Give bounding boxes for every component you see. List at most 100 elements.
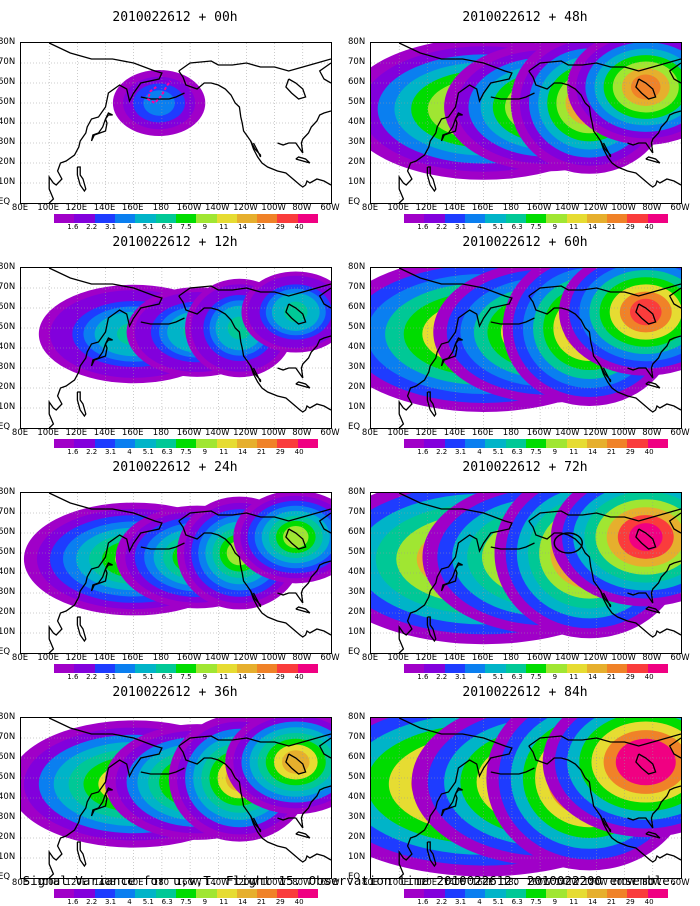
coastline: [277, 560, 331, 604]
colorbar-level-label: 5.1: [142, 448, 154, 456]
longitude-tick-label: 140E: [443, 428, 466, 438]
colorbar-level-label: 4: [127, 448, 132, 456]
colorbar-level-label: 11: [219, 448, 229, 456]
colorbar-swatch: [74, 214, 95, 223]
colorbar-swatch: [277, 214, 298, 223]
colorbar-swatch: [236, 664, 258, 673]
colorbar-swatch: [155, 889, 176, 898]
colorbar-level-label: 3.1: [104, 898, 117, 906]
longitude-tick-label: 80W: [642, 428, 662, 438]
longitude-tick-label: 120W: [583, 428, 608, 438]
colorbar-swatch: [404, 664, 425, 673]
colorbar-swatch: [485, 214, 506, 223]
latitude-tick-label: 70N: [0, 732, 16, 742]
colorbar-level-label: 14: [238, 673, 248, 681]
longitude-tick-label: 120E: [65, 878, 88, 888]
longitude-tick-label: 140E: [93, 653, 116, 663]
longitude-tick-label: 140W: [554, 203, 580, 213]
colorbar-swatch: [464, 889, 486, 898]
colorbar-level-label: 7.5: [180, 898, 192, 906]
latitude-tick-label: 10N: [0, 402, 16, 412]
map-plot-area: [370, 42, 682, 204]
colorbar-swatch: [627, 664, 648, 673]
latitude-tick-label: EQ: [348, 422, 361, 432]
longitude-tick-label: 60W: [320, 878, 340, 888]
colorbar-swatch: [94, 889, 115, 898]
colorbar-level-label: 29: [625, 673, 635, 681]
colorbar-swatch: [135, 889, 156, 898]
latitude-tick-label: 50N: [0, 97, 16, 107]
colorbar-level-label: 14: [238, 898, 248, 906]
latitude-tick-label: 10N: [0, 627, 16, 637]
colorbar-level-label: 40: [644, 448, 654, 456]
colorbar-swatch: [444, 214, 465, 223]
colorbar-level-label: 3.1: [104, 673, 117, 681]
latitude-tick-label: 30N: [348, 587, 366, 597]
shaded-variance-field: [371, 493, 681, 653]
longitude-tick-label: 60W: [670, 878, 690, 888]
longitude-tick-label: 140E: [93, 428, 116, 438]
latitude-tick-label: 60N: [0, 302, 16, 312]
colorbar-level-label: 4: [477, 448, 482, 456]
colorbar-level-label: 40: [644, 223, 654, 231]
longitude-tick-label: 60W: [670, 653, 690, 663]
latitude-tick-label: 50N: [0, 322, 16, 332]
coastline: [48, 43, 163, 203]
colorbar-swatch: [586, 889, 608, 898]
colorbar-level-label: 3.1: [454, 673, 467, 681]
colorbar-level-label: 1.6: [417, 223, 429, 231]
latitude-tick-label: EQ: [0, 872, 11, 882]
colorbar-swatch: [155, 439, 176, 448]
longitude-tick-label: 140W: [204, 878, 230, 888]
colorbar-swatch: [444, 889, 465, 898]
colorbar-swatch: [155, 214, 176, 223]
colorbar-level-label: 1.6: [67, 223, 79, 231]
colorbar: [54, 889, 319, 898]
colorbar-level-label: 6.3: [511, 673, 523, 681]
coastline: [90, 562, 113, 592]
coastline: [398, 43, 513, 203]
colorbar-swatch: [175, 439, 197, 448]
colorbar-swatch: [114, 889, 136, 898]
colorbar-level-label: 3.1: [454, 898, 467, 906]
flight-track: [146, 80, 172, 105]
colorbar-level-label: 9: [202, 673, 208, 681]
colorbar-swatch: [464, 664, 486, 673]
colorbar-swatch: [505, 214, 526, 223]
map-panel-72h: 2010022612 + 72h 80N 70N 60N 50N 40N 30N 20N 10N…: [348, 450, 700, 681]
colorbar-level-label: 5.1: [142, 673, 154, 681]
coastline: [285, 303, 307, 325]
colorbar-level-label: 14: [588, 448, 598, 456]
colorbar-swatch: [566, 439, 587, 448]
colorbar-level-label: 2.2: [436, 223, 448, 231]
longitude-tick-label: 60W: [670, 428, 690, 438]
variance-contour-fill: [282, 750, 310, 774]
longitude-tick-label: 100E: [387, 878, 409, 888]
coastline: [600, 590, 612, 608]
colorbar-level-label: 2.2: [86, 223, 98, 231]
colorbar-swatch: [277, 664, 298, 673]
colorbar-level-label: 9: [202, 898, 208, 906]
longitude-tick-label: 140E: [93, 203, 116, 213]
coastline: [285, 753, 307, 775]
latitude-tick-label: 60N: [0, 77, 16, 87]
coastline: [635, 528, 657, 550]
colorbar-level-label: 40: [294, 223, 304, 231]
coastline: [490, 92, 535, 100]
coastline: [90, 787, 113, 817]
coastline: [426, 166, 437, 193]
latitude-tick-label: 30N: [0, 812, 16, 822]
colorbar-swatch: [236, 214, 258, 223]
coastline: [426, 841, 437, 868]
panel-title: 2010022612 + 60h: [462, 235, 588, 250]
colorbar-level-label: 5.1: [142, 898, 154, 906]
colorbar-level-label: 40: [294, 673, 304, 681]
longitude-tick-label: 60W: [320, 203, 340, 213]
colorbar-level-label: 4: [127, 223, 132, 231]
coastline: [318, 737, 331, 759]
coastline: [528, 508, 681, 522]
map-panel-00h: 2010022612 + 00h 80N 70N 60N 50N 40N 30N 20N 10N…: [0, 0, 350, 231]
colorbar: [404, 889, 669, 898]
latitude-tick-label: 30N: [0, 137, 16, 147]
latitude-tick-label: 80N: [0, 712, 16, 722]
